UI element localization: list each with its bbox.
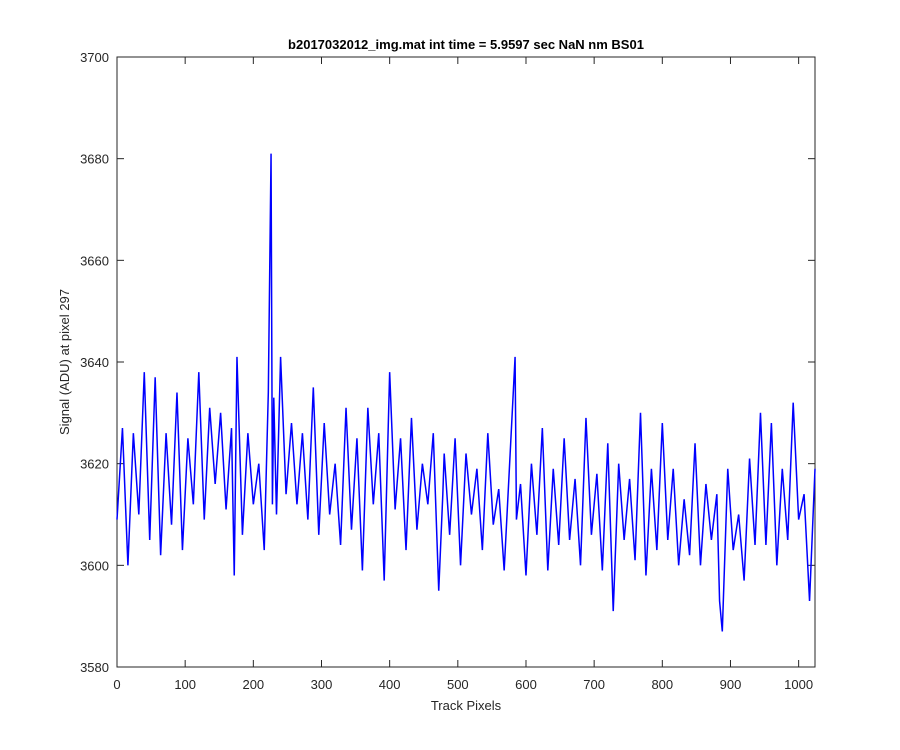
x-tick-label: 100 [174,677,196,692]
y-tick-label: 3620 [80,457,109,472]
x-tick-label: 800 [651,677,673,692]
y-tick-label: 3640 [80,355,109,370]
chart-title: b2017032012_img.mat int time = 5.9597 se… [288,37,644,52]
x-tick-label: 300 [311,677,333,692]
y-tick-label: 3580 [80,660,109,675]
y-tick-label: 3660 [80,253,109,268]
x-axis-label: Track Pixels [431,698,502,713]
x-tick-label: 600 [515,677,537,692]
x-tick-label: 700 [583,677,605,692]
x-tick-label: 400 [379,677,401,692]
x-tick-label: 200 [242,677,264,692]
x-tick-label: 900 [720,677,742,692]
axis-ticks: 0 100 200 300 400 500 600 700 800 900 1000 3580 3600… [80,50,815,692]
y-axis-label: Signal (ADU) at pixel 297 [57,289,72,435]
x-tick-label: 1000 [784,677,813,692]
x-tick-label: 500 [447,677,469,692]
y-tick-label: 3700 [80,50,109,65]
series-line-0 [116,153,816,632]
plot-area [116,56,816,668]
series-layer [116,153,816,632]
y-tick-label: 3680 [80,152,109,167]
y-tick-label: 3600 [80,558,109,573]
x-tick-label: 0 [113,677,120,692]
